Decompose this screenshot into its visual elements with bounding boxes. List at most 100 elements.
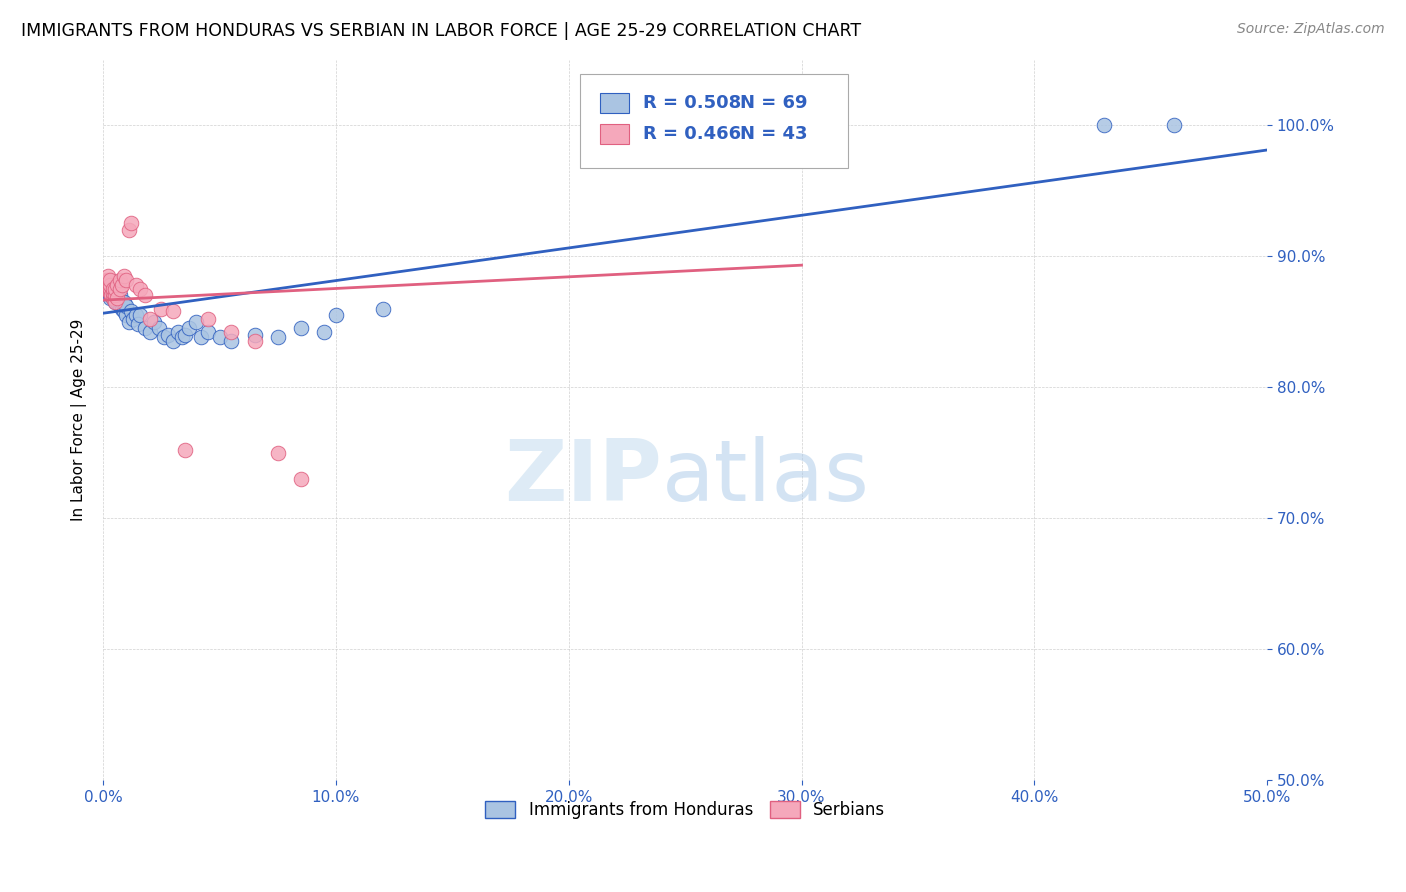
FancyBboxPatch shape [600, 124, 630, 144]
Point [101, 282, 124, 296]
Point [112, 268, 135, 283]
Text: N = 43: N = 43 [740, 125, 807, 143]
Point [122, 312, 145, 326]
Point [186, 315, 208, 329]
Y-axis label: In Labor Force | Age 25-29: In Labor Force | Age 25-29 [72, 318, 87, 521]
Point [100, 288, 122, 302]
Point [125, 308, 148, 322]
Point [112, 295, 135, 310]
Text: N = 69: N = 69 [740, 94, 807, 112]
Point [152, 330, 174, 344]
Point [101, 285, 124, 300]
Point [290, 321, 312, 335]
Point [108, 295, 131, 310]
Point [98, 291, 121, 305]
Point [104, 285, 127, 300]
Legend: Immigrants from Honduras, Serbians: Immigrants from Honduras, Serbians [478, 795, 891, 826]
Point [98, 285, 121, 300]
Point [115, 299, 138, 313]
Point [101, 277, 124, 292]
Point [129, 282, 152, 296]
Point [115, 308, 138, 322]
Point [129, 308, 152, 322]
Point [1163, 118, 1185, 132]
Point [93, 277, 115, 292]
Point [173, 327, 195, 342]
Point [101, 291, 124, 305]
Point [134, 321, 156, 335]
Point [162, 304, 184, 318]
Point [98, 285, 121, 300]
Point [267, 330, 290, 344]
Point [96, 277, 118, 292]
Point [314, 325, 336, 339]
Point [143, 315, 166, 329]
Point [290, 472, 312, 486]
Point [98, 277, 121, 292]
Point [104, 291, 127, 305]
Point [267, 446, 290, 460]
FancyBboxPatch shape [581, 74, 848, 168]
Point [190, 330, 212, 344]
Point [104, 282, 127, 296]
Point [97, 277, 120, 292]
Point [197, 312, 219, 326]
Point [98, 282, 121, 296]
Point [325, 308, 347, 322]
Point [127, 318, 149, 332]
Point [115, 273, 138, 287]
Point [108, 299, 131, 313]
Point [118, 315, 141, 329]
Text: atlas: atlas [662, 436, 870, 519]
Point [150, 301, 173, 316]
Point [101, 276, 124, 290]
Point [208, 330, 231, 344]
Point [172, 330, 194, 344]
Point [100, 282, 122, 296]
Point [111, 295, 134, 310]
Point [97, 282, 120, 296]
Point [1092, 118, 1115, 132]
Point [371, 301, 394, 316]
Point [108, 273, 131, 287]
Point [219, 334, 242, 349]
Point [101, 285, 124, 300]
Point [97, 268, 120, 283]
Point [118, 223, 141, 237]
Text: Source: ZipAtlas.com: Source: ZipAtlas.com [1237, 22, 1385, 37]
Point [104, 282, 127, 296]
Point [104, 277, 127, 292]
Point [112, 304, 135, 318]
Point [166, 325, 188, 339]
Point [94, 277, 117, 292]
Point [93, 282, 115, 296]
Point [139, 325, 162, 339]
Point [98, 285, 121, 299]
Point [97, 273, 120, 287]
Point [96, 279, 118, 293]
Point [162, 334, 184, 349]
Point [120, 216, 142, 230]
Point [98, 282, 121, 296]
Point [94, 277, 117, 292]
Text: ZIP: ZIP [505, 436, 662, 519]
Point [105, 277, 128, 292]
Point [179, 321, 201, 335]
Point [98, 282, 121, 296]
Point [125, 277, 148, 292]
Point [243, 334, 266, 349]
Point [157, 327, 180, 342]
Point [98, 273, 121, 287]
Point [173, 443, 195, 458]
Point [97, 277, 120, 292]
Point [97, 282, 120, 296]
Point [111, 277, 134, 292]
Point [243, 327, 266, 342]
Point [108, 282, 131, 296]
Point [104, 276, 127, 290]
Point [197, 325, 219, 339]
Point [108, 288, 131, 302]
Text: R = 0.466: R = 0.466 [643, 125, 741, 143]
Point [104, 295, 127, 310]
Point [94, 282, 117, 296]
